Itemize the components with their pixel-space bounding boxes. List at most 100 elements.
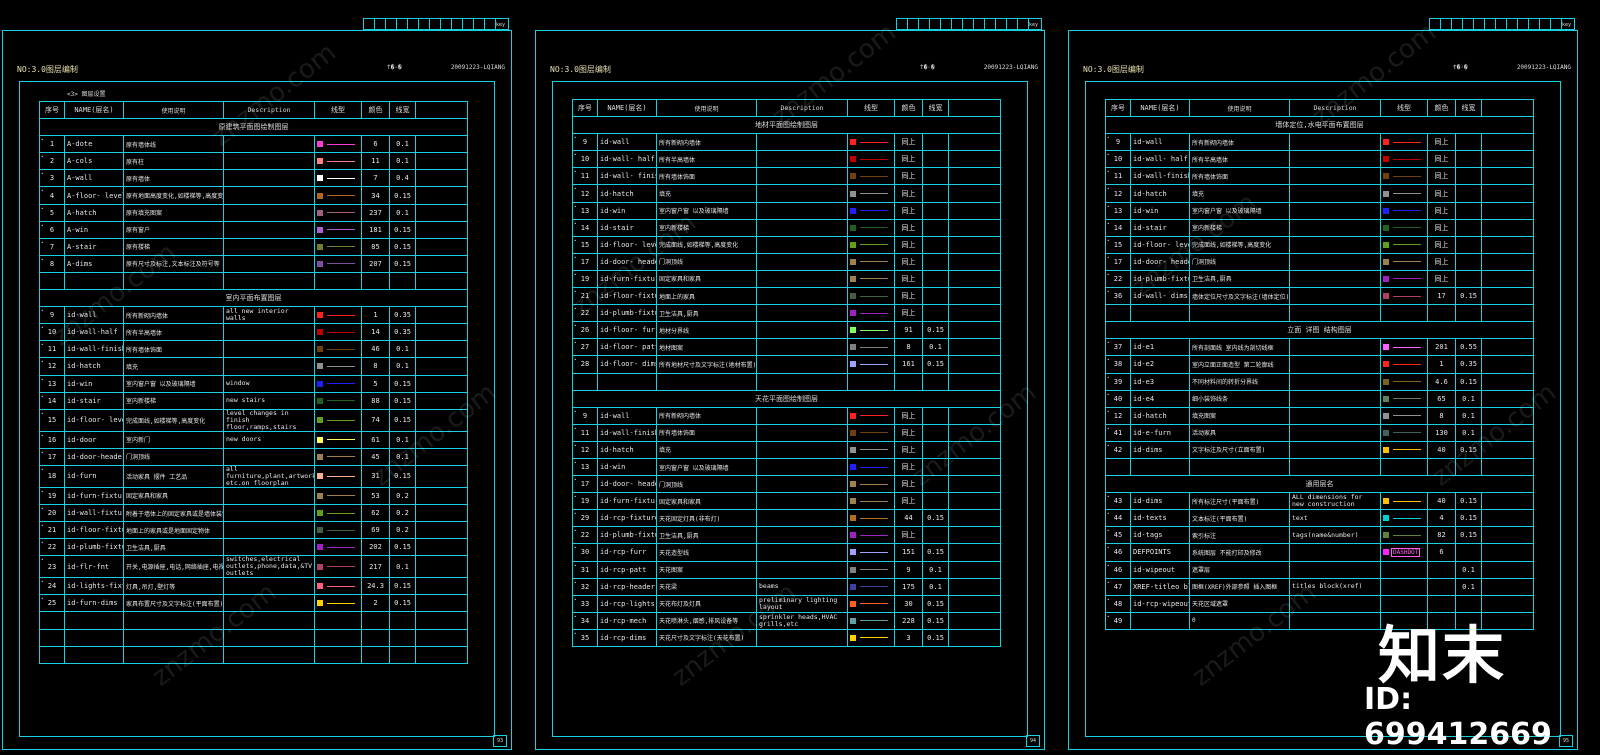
layer-usage: 细小装饰线条 [1189,389,1290,408]
layer-name [1130,611,1190,630]
color-index: 11 [361,152,390,171]
layer-name: id-e1 [1130,338,1190,357]
row-number: • 10 [1105,150,1131,169]
linetype-cell [314,374,362,393]
color-swatch-icon [1383,275,1389,282]
table-cell [415,374,468,393]
table-cell [314,611,362,630]
row-number-label: 10 [1113,155,1123,164]
layer-usage: 卫生洁具,厨具 [1189,269,1290,289]
layer-description: switches,electrical outlets,phone,data,&… [223,555,315,579]
layer-name: id-win [1130,201,1190,220]
brand-id: ID: 699412669 [1364,682,1552,752]
layer-usage: 附着于墙体上的固定家具或是墙体装饰 [123,503,224,523]
layer-usage: 室内窗户窗 以及玻璃隔墙 [123,374,224,393]
layer-usage: 卫生洁具,厨具 [656,526,757,545]
empty-row [39,271,468,291]
linetype-cell [314,430,362,449]
row-number-label: 9 [582,138,588,147]
table-row: • 10 id-wall- half 所有半高墙体 同上 [1105,150,1534,169]
row-number: • 49 [1105,611,1131,630]
linetype-sample-icon [327,143,355,145]
table-header-row: 序号 NAME(层名) 使用说明 Description 线型 颜色 线宽 [39,100,468,120]
layer-description: preliminary lighting layout [756,594,848,613]
row-number-label: 3 [49,174,55,183]
row-number: • 12 [572,184,598,203]
layer-description [1289,372,1381,391]
row-mark-icon: • [1107,425,1110,431]
line-weight: 0.15 [389,374,416,393]
layer-usage: 0 [1189,611,1290,630]
table-row: • 16 id-door 室内新门 new doors 61 0.1 [39,430,468,449]
linetype-cell [847,184,895,203]
layer-name: id-win [597,457,657,477]
layer-name: id-floor- furr [597,321,657,340]
layer-description [756,526,848,545]
row-number: • 2 [39,152,65,171]
row-number-label: 13 [580,206,590,215]
table-cell [223,271,315,291]
row-mark-icon: • [1107,271,1110,277]
color-index: 3 [894,628,923,648]
table-row: • 37 id-e1 所有剖面线 室内线为剖切线框 201 0.55 [1105,338,1534,357]
layer-description [223,538,315,557]
row-mark-icon: • [574,203,577,209]
line-weight [922,184,949,203]
layer-usage: 填充 [656,184,757,203]
sheet-author: ϯ�·� [387,64,402,71]
title-block-strip: key [896,18,1042,30]
table-row: • 2 A-cols 原有柱 11 0.1 [39,152,468,171]
line-weight [922,492,949,511]
table-row: • 13 id-win 室内窗户窗 以及玻璃隔墙 同上 [572,201,1001,220]
color-swatch-icon [850,412,856,419]
linetype-cell [1380,440,1428,459]
table-cell [1481,133,1534,152]
row-mark-icon: • [1107,511,1110,517]
table-cell [948,492,1001,511]
layer-description [756,184,848,203]
row-number-label: 16 [47,435,57,444]
table-cell [415,169,468,188]
layer-name: id-wall-half [64,323,124,342]
linetype-sample-icon [860,329,888,331]
color-index: 同上 [894,526,923,545]
row-mark-icon: • [574,306,577,312]
color-index: 同上 [1427,133,1456,152]
table-cell [415,538,468,557]
linetype-sample-icon [1393,534,1421,536]
row-mark-icon: • [41,557,44,563]
row-mark-icon: • [41,342,44,348]
linetype-sample-icon [327,400,355,402]
row-number: • 20 [39,503,65,523]
linetype-sample-icon [860,227,888,229]
layer-description: text [1289,509,1381,528]
layer-description [756,628,848,648]
layer-name: id-plumb-fixtures [597,526,657,545]
linetype-cell [314,486,362,505]
linetype-cell [314,340,362,359]
table-row: • 42 id-dims 文字标注及尺寸(立面布置) 40 0.15 [1105,440,1534,459]
color-swatch-icon [850,224,856,231]
layer-description [1289,611,1381,630]
table-row: •20id-wall-fixtures附着于墙体上的固定家具或是墙体装饰620.… [39,503,468,523]
linetype-cell [314,391,362,410]
linetype-cell [314,254,362,273]
color-swatch-icon [850,634,856,641]
layer-name: id-furn-dims [64,594,124,613]
line-weight [1455,133,1482,152]
layer-usage: 灯具,吊灯,壁灯等 [123,577,224,596]
color-swatch-icon [1383,515,1389,522]
color-swatch-icon [1383,258,1389,265]
sheet-author: ϯ�·� [920,64,935,71]
table-cell [1189,457,1290,477]
line-weight: 0.15 [922,594,949,613]
row-mark-icon: • [574,596,577,602]
layer-description [756,423,848,442]
linetype-cell [314,555,362,579]
line-weight: 0.1 [1455,560,1482,579]
table-cell [39,645,65,664]
layer-usage: 所有墙体饰面 [1189,167,1290,186]
